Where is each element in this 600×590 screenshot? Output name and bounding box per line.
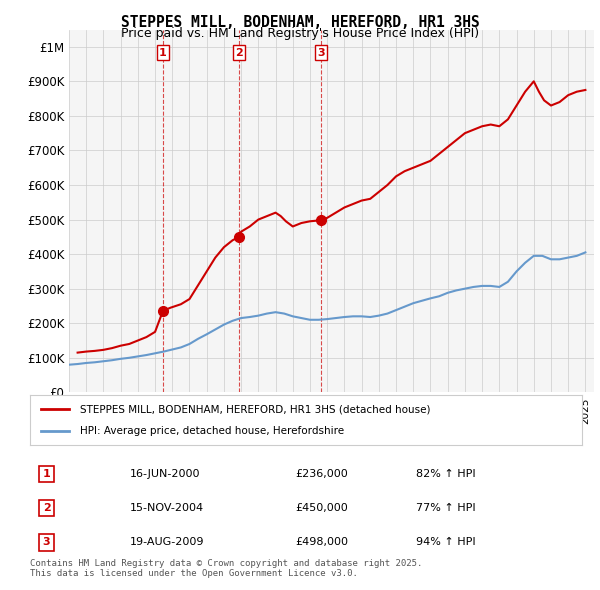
STEPPES MILL, BODENHAM, HEREFORD, HR1 3HS (detached house) <box>235 233 242 240</box>
Text: 3: 3 <box>43 537 50 547</box>
Text: 16-JUN-2000: 16-JUN-2000 <box>130 469 200 479</box>
STEPPES MILL, BODENHAM, HEREFORD, HR1 3HS (detached house) <box>582 87 589 94</box>
Text: STEPPES MILL, BODENHAM, HEREFORD, HR1 3HS (detached house): STEPPES MILL, BODENHAM, HEREFORD, HR1 3H… <box>80 404 430 414</box>
HPI: Average price, detached house, Herefordshire: (2.01e+03, 2.22e+05): Average price, detached house, Herefords… <box>375 312 382 319</box>
HPI: Average price, detached house, Herefordshire: (2.01e+03, 2.18e+05): Average price, detached house, Herefords… <box>341 313 348 320</box>
HPI: Average price, detached house, Herefordshire: (2e+03, 1.4e+05): Average price, detached house, Herefords… <box>186 340 193 348</box>
HPI: Average price, detached house, Herefordshire: (2.02e+03, 3.5e+05): Average price, detached house, Herefords… <box>513 268 520 275</box>
STEPPES MILL, BODENHAM, HEREFORD, HR1 3HS (detached house) <box>573 88 580 95</box>
Text: 94% ↑ HPI: 94% ↑ HPI <box>416 537 476 547</box>
STEPPES MILL, BODENHAM, HEREFORD, HR1 3HS (detached house) <box>220 244 227 251</box>
STEPPES MILL, BODENHAM, HEREFORD, HR1 3HS (detached house) <box>323 214 331 221</box>
Text: Price paid vs. HM Land Registry's House Price Index (HPI): Price paid vs. HM Land Registry's House … <box>121 27 479 40</box>
STEPPES MILL, BODENHAM, HEREFORD, HR1 3HS (detached house) <box>530 78 538 85</box>
Text: 2: 2 <box>43 503 50 513</box>
HPI: Average price, detached house, Herefordshire: (2.01e+03, 2.18e+05): Average price, detached house, Herefords… <box>246 313 253 320</box>
Text: 2: 2 <box>235 48 243 58</box>
Text: 15-NOV-2004: 15-NOV-2004 <box>130 503 203 513</box>
STEPPES MILL, BODENHAM, HEREFORD, HR1 3HS (detached house) <box>427 158 434 165</box>
Text: 1: 1 <box>43 469 50 479</box>
Text: 82% ↑ HPI: 82% ↑ HPI <box>416 469 476 479</box>
Text: 1: 1 <box>159 48 167 58</box>
HPI: Average price, detached house, Herefordshire: (2e+03, 1.24e+05): Average price, detached house, Herefords… <box>169 346 176 353</box>
Text: £236,000: £236,000 <box>295 469 348 479</box>
HPI: Average price, detached house, Herefordshire: (2.02e+03, 4.05e+05): Average price, detached house, Herefords… <box>582 249 589 256</box>
Line: STEPPES MILL, BODENHAM, HEREFORD, HR1 3HS (detached house): STEPPES MILL, BODENHAM, HEREFORD, HR1 3H… <box>77 81 586 353</box>
Text: Contains HM Land Registry data © Crown copyright and database right 2025.
This d: Contains HM Land Registry data © Crown c… <box>30 559 422 578</box>
Text: 19-AUG-2009: 19-AUG-2009 <box>130 537 204 547</box>
HPI: Average price, detached house, Herefordshire: (2e+03, 8e+04): Average price, detached house, Herefords… <box>65 361 73 368</box>
Text: HPI: Average price, detached house, Herefordshire: HPI: Average price, detached house, Here… <box>80 427 344 437</box>
Text: £450,000: £450,000 <box>295 503 348 513</box>
Line: HPI: Average price, detached house, Herefordshire: HPI: Average price, detached house, Here… <box>69 253 586 365</box>
Text: STEPPES MILL, BODENHAM, HEREFORD, HR1 3HS: STEPPES MILL, BODENHAM, HEREFORD, HR1 3H… <box>121 15 479 30</box>
Text: 3: 3 <box>317 48 325 58</box>
Text: 77% ↑ HPI: 77% ↑ HPI <box>416 503 476 513</box>
STEPPES MILL, BODENHAM, HEREFORD, HR1 3HS (detached house) <box>74 349 81 356</box>
Text: £498,000: £498,000 <box>295 537 348 547</box>
STEPPES MILL, BODENHAM, HEREFORD, HR1 3HS (detached house) <box>307 218 314 225</box>
